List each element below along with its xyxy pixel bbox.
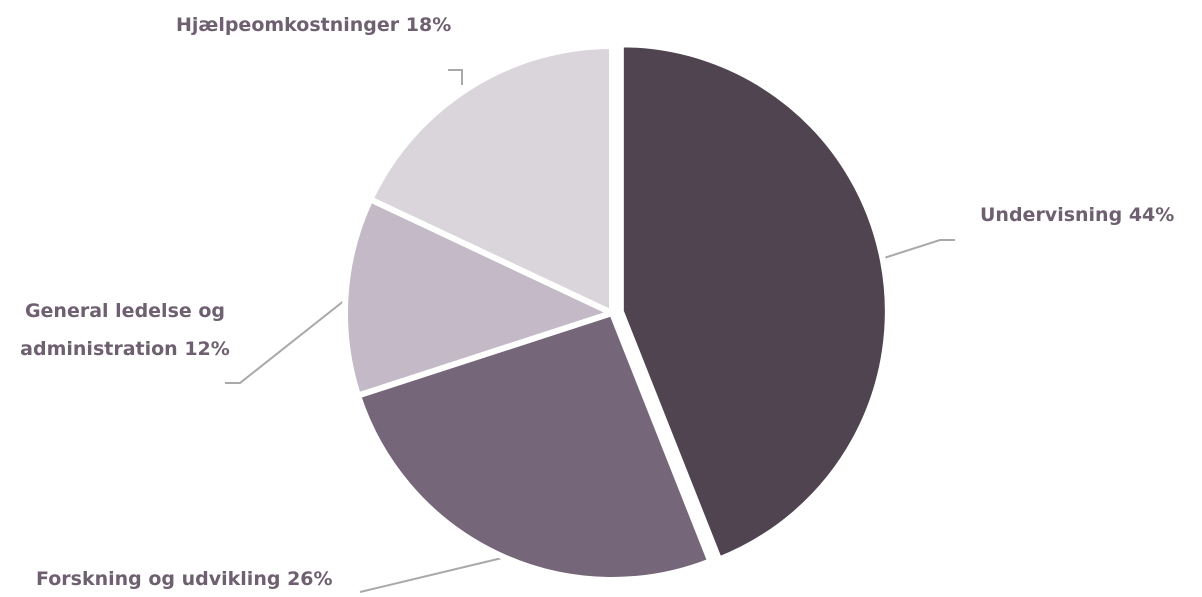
slice-label: General ledelse og administration 12% bbox=[0, 292, 250, 368]
slice-label: Hjælpeomkostninger 18% bbox=[176, 6, 451, 44]
leader-line bbox=[359, 557, 503, 593]
value-label: 44% bbox=[1128, 204, 1175, 226]
leader-line bbox=[225, 299, 346, 384]
category-label: Undervisning bbox=[980, 204, 1123, 226]
leader-line bbox=[883, 239, 955, 259]
slice-label: Forskning og udvikling 26% bbox=[36, 560, 333, 597]
pie-slice bbox=[355, 310, 714, 583]
pie-slice bbox=[617, 41, 891, 563]
value-label: 18% bbox=[405, 14, 452, 36]
leader-line bbox=[448, 69, 463, 85]
slice-label: Undervisning 44% bbox=[980, 196, 1174, 234]
value-label: 26% bbox=[287, 568, 333, 590]
leader-lines bbox=[225, 69, 955, 593]
pie-slice bbox=[342, 196, 615, 399]
pie-slice bbox=[367, 43, 615, 316]
category-label: Forskning og udvikling bbox=[36, 568, 281, 590]
category-label: Hjælpeomkostninger bbox=[176, 14, 400, 36]
value-label: 12% bbox=[184, 338, 230, 360]
category-label: General ledelse og administration bbox=[20, 300, 226, 360]
